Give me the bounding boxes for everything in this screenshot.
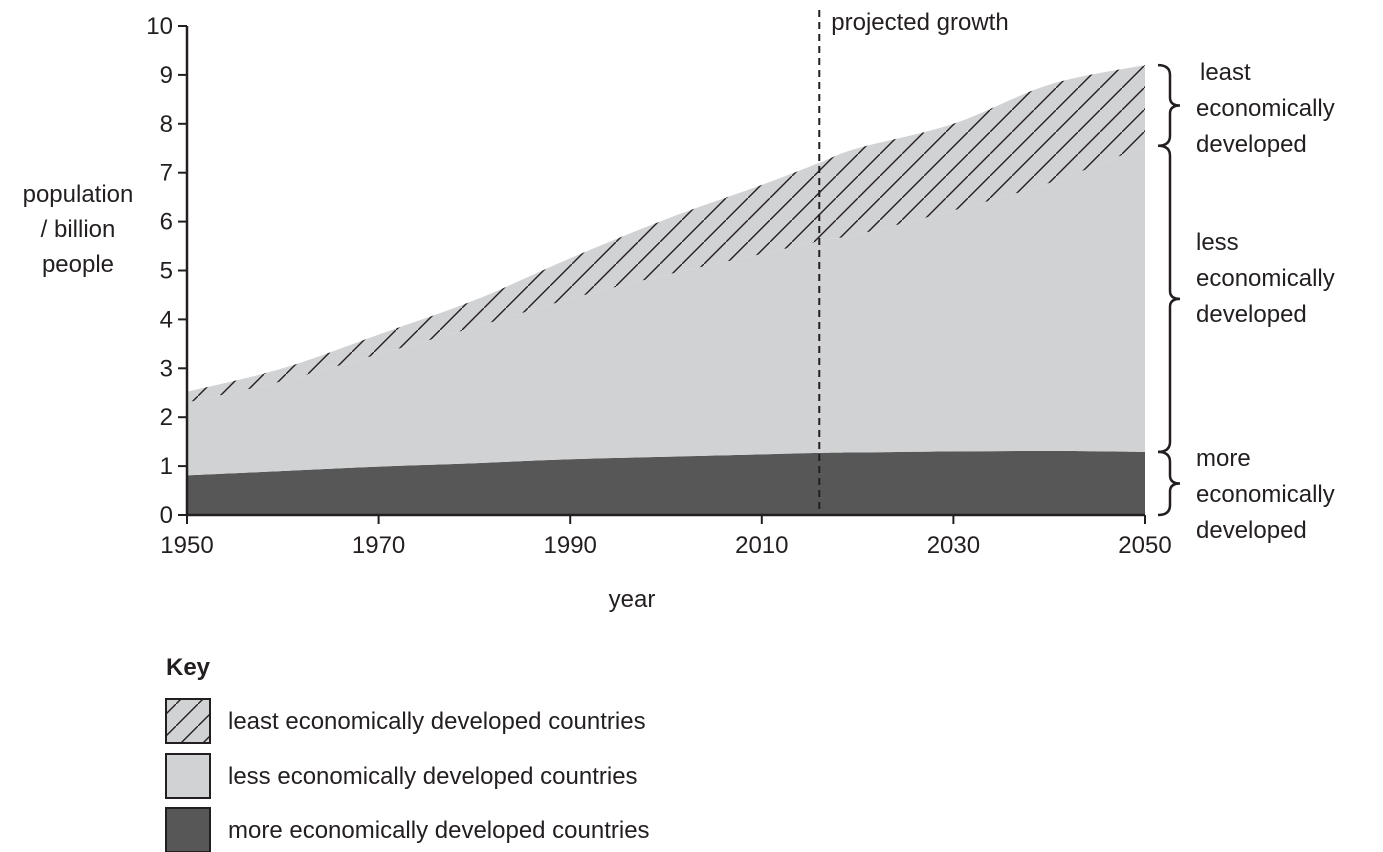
legend-label-least: least economically developed countries <box>228 708 646 735</box>
bracket-less <box>1157 144 1181 454</box>
x-tick-label: 1970 <box>352 532 405 559</box>
y-tick-label: 10 <box>146 13 173 40</box>
bracket-label-line: developed <box>1196 131 1307 158</box>
x-tick-label: 2050 <box>1118 532 1171 559</box>
legend-label-less: less economically developed countries <box>228 763 638 790</box>
y-tick-label: 0 <box>160 502 173 529</box>
y-tick-label: 8 <box>160 111 173 138</box>
x-tick-label: 1990 <box>544 532 597 559</box>
y-axis-title-line-1: population <box>23 181 134 208</box>
y-tick-label: 7 <box>160 160 173 187</box>
area-more <box>187 450 1145 515</box>
legend-title: Key <box>166 654 211 681</box>
bracket-label-line: least <box>1200 59 1251 86</box>
bracket-more <box>1157 450 1181 517</box>
bracket-label-line: less <box>1196 229 1239 256</box>
y-tick-label: 6 <box>160 209 173 236</box>
axes: 0 1 2 3 4 5 6 7 8 9 10 1950 1970 1990 2010 2030 2050 <box>146 13 1171 559</box>
y-tick-label: 9 <box>160 62 173 89</box>
x-tick-label: 2030 <box>927 532 980 559</box>
x-axis-title: year <box>609 586 656 613</box>
y-tick-label: 5 <box>160 258 173 285</box>
bracket-label-line: economically <box>1196 481 1335 508</box>
y-axis-title-line-3: people <box>42 251 114 278</box>
legend: Key least economically developed countri… <box>165 654 650 852</box>
legend-label-more: more economically developed countries <box>228 817 650 844</box>
y-axis-title: population / billion people <box>23 181 134 278</box>
y-tick-label: 3 <box>160 355 173 382</box>
y-axis-title-line-2: / billion <box>41 216 116 243</box>
area-less <box>187 145 1145 476</box>
bracket-label-line: developed <box>1196 517 1307 544</box>
y-tick-label: 1 <box>160 453 173 480</box>
x-tick-label: 1950 <box>160 532 213 559</box>
y-tick-label: 2 <box>160 404 173 431</box>
bracket-label-line: economically <box>1196 95 1335 122</box>
x-tick-label: 2010 <box>735 532 788 559</box>
bracket-label-line: developed <box>1196 301 1307 328</box>
legend-swatch-hatch <box>165 698 211 744</box>
bracket-least <box>1157 63 1181 148</box>
legend-swatch-dark <box>165 807 211 852</box>
bracket-label-line: economically <box>1196 265 1335 292</box>
y-tick-label: 4 <box>160 306 173 333</box>
category-brackets: least economically developed less economical… <box>1157 59 1335 544</box>
legend-swatch-light <box>165 753 211 799</box>
area-least <box>187 65 1145 403</box>
bracket-label-line: more <box>1196 445 1251 472</box>
area-layers <box>187 65 1145 515</box>
projected-growth-label: projected growth <box>831 9 1008 36</box>
